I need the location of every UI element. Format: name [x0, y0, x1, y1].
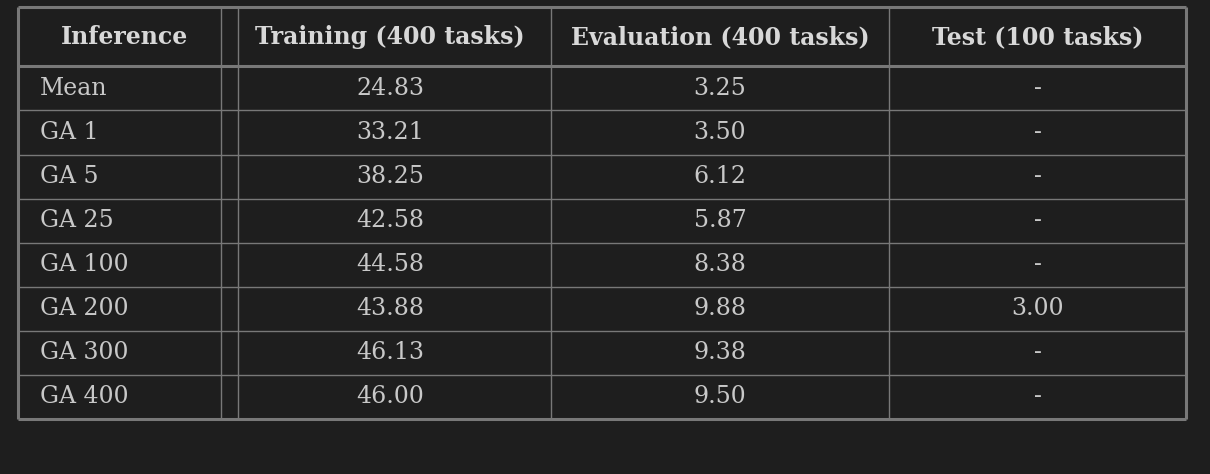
Text: Test (100 tasks): Test (100 tasks)	[932, 25, 1143, 49]
Text: 3.50: 3.50	[693, 121, 747, 144]
Text: 9.38: 9.38	[693, 341, 747, 365]
Text: Training (400 tasks): Training (400 tasks)	[255, 25, 525, 49]
Text: -: -	[1033, 77, 1042, 100]
Text: 33.21: 33.21	[356, 121, 425, 144]
Text: 6.12: 6.12	[693, 165, 747, 188]
Text: GA 200: GA 200	[40, 297, 128, 320]
Text: Evaluation (400 tasks): Evaluation (400 tasks)	[571, 25, 869, 49]
Text: GA 25: GA 25	[40, 209, 114, 232]
Text: 5.87: 5.87	[693, 209, 747, 232]
Text: -: -	[1033, 165, 1042, 188]
Text: Inference: Inference	[60, 25, 188, 49]
Text: 42.58: 42.58	[356, 209, 425, 232]
Text: -: -	[1033, 341, 1042, 365]
Text: 38.25: 38.25	[356, 165, 425, 188]
Text: 3.25: 3.25	[693, 77, 747, 100]
Text: Mean: Mean	[40, 77, 108, 100]
Text: 46.13: 46.13	[356, 341, 425, 365]
Text: GA 400: GA 400	[40, 385, 128, 409]
Text: 24.83: 24.83	[356, 77, 425, 100]
Text: GA 300: GA 300	[40, 341, 128, 365]
Text: GA 5: GA 5	[40, 165, 98, 188]
Text: 44.58: 44.58	[356, 253, 425, 276]
Text: 46.00: 46.00	[356, 385, 425, 409]
Text: -: -	[1033, 121, 1042, 144]
Text: 9.50: 9.50	[693, 385, 747, 409]
Text: 43.88: 43.88	[356, 297, 425, 320]
Text: 8.38: 8.38	[693, 253, 747, 276]
Text: GA 100: GA 100	[40, 253, 128, 276]
Text: -: -	[1033, 385, 1042, 409]
Text: -: -	[1033, 253, 1042, 276]
Text: GA 1: GA 1	[40, 121, 98, 144]
Text: -: -	[1033, 209, 1042, 232]
Text: 9.88: 9.88	[693, 297, 747, 320]
Text: 3.00: 3.00	[1012, 297, 1064, 320]
